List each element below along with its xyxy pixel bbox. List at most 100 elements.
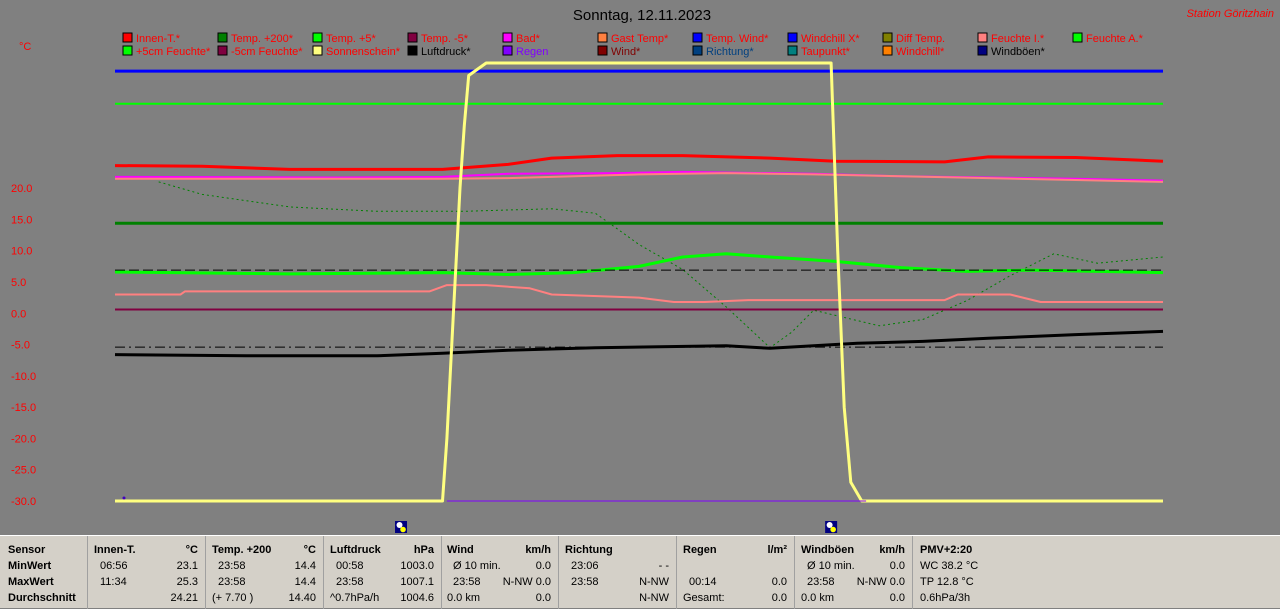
max-time: 23:58 bbox=[218, 576, 246, 588]
legend-swatch bbox=[502, 45, 513, 56]
sun-icon-glow bbox=[830, 526, 836, 533]
legend-swatch bbox=[787, 45, 798, 56]
min-value: 1003.0 bbox=[400, 560, 434, 572]
max-value: 1007.1 bbox=[400, 576, 434, 588]
column-header: Wind bbox=[447, 544, 474, 556]
legend-label: Feuchte I.* bbox=[991, 33, 1045, 45]
legend-item: Feuchte A.* bbox=[1072, 32, 1144, 45]
min-time: 00:58 bbox=[336, 560, 364, 572]
legend-label: Richtung* bbox=[706, 46, 754, 58]
column-unit: hPa bbox=[413, 544, 434, 556]
y-tick-label: 0.0 bbox=[11, 308, 26, 320]
legend-label: Taupunkt* bbox=[801, 46, 851, 58]
row-label: MinWert bbox=[8, 560, 52, 572]
legend-item: Windchill* bbox=[882, 45, 945, 58]
stats-panel: Sensor MinWert MaxWert Durchschnitt Innen-T.… bbox=[0, 535, 1280, 609]
legend-swatch bbox=[1072, 32, 1083, 43]
data-point bbox=[122, 496, 126, 500]
column-unit: l/m² bbox=[767, 544, 787, 556]
min-time: 23:06 bbox=[571, 560, 599, 572]
row-label: MaxWert bbox=[8, 576, 54, 588]
y-unit-label: °C bbox=[19, 41, 31, 53]
sun-icon-disc bbox=[826, 522, 833, 528]
legend-swatch bbox=[217, 45, 228, 56]
legend-item: Regen bbox=[502, 45, 548, 58]
legend-label: Gast Temp* bbox=[611, 33, 669, 45]
legend-label: Regen bbox=[516, 46, 548, 58]
series-line bbox=[158, 181, 1164, 349]
pmv-line: TP 12.8 °C bbox=[920, 576, 974, 588]
avg-extra: ^0.7hPa/h bbox=[330, 592, 380, 604]
legend-item: -5cm Feuchte* bbox=[217, 45, 303, 58]
legend-item: Diff Temp. bbox=[882, 32, 945, 45]
legend-swatch bbox=[882, 45, 893, 56]
series-line bbox=[115, 284, 1163, 303]
max-time: 11:34 bbox=[100, 576, 127, 588]
min-value: 0.0 bbox=[889, 560, 905, 572]
legend-item: +5cm Feuchte* bbox=[122, 45, 211, 58]
column-header: Richtung bbox=[565, 544, 613, 556]
legend-label: Windböen* bbox=[991, 46, 1046, 58]
min-value: 23.1 bbox=[176, 560, 198, 572]
avg-extra: 0.0 km bbox=[801, 592, 835, 604]
avg-value: 0.0 bbox=[889, 592, 905, 604]
legend-label: Innen-T.* bbox=[136, 33, 181, 45]
legend-item: Feuchte I.* bbox=[977, 32, 1045, 45]
y-tick-label: 20.0 bbox=[11, 183, 32, 195]
y-tick-label: -25.0 bbox=[11, 465, 36, 477]
stats-column: Luftdruck hPa 00:58 1003.0 23:58 1007.1 ^0.7hP… bbox=[324, 536, 442, 609]
legend-swatch bbox=[692, 45, 703, 56]
y-tick-label: -30.0 bbox=[11, 496, 36, 508]
legend-item: Taupunkt* bbox=[787, 45, 851, 58]
stats-column: Regen l/m² 00:14 0.0 Gesamt: 0.0 bbox=[677, 536, 795, 609]
station-label: Station Göritzhain bbox=[1187, 8, 1274, 20]
legend-label: Temp. Wind* bbox=[706, 33, 769, 45]
chart-title: Sonntag, 12.11.2023 bbox=[573, 7, 711, 24]
series-layer bbox=[114, 61, 1164, 503]
legend-item: Temp. +200* bbox=[217, 32, 294, 45]
series-line bbox=[115, 61, 1163, 503]
y-tick-label: -10.0 bbox=[11, 371, 36, 383]
legend-label: Bad* bbox=[516, 33, 541, 45]
sun-markers bbox=[395, 521, 838, 533]
column-header: Windböen bbox=[801, 544, 855, 556]
legend-label: Temp. -5* bbox=[421, 33, 469, 45]
legend-swatch bbox=[312, 32, 323, 43]
legend-swatch bbox=[312, 45, 323, 56]
legend-label: Temp. +200* bbox=[231, 33, 294, 45]
legend-item: Gast Temp* bbox=[597, 32, 669, 45]
legend-label: Feuchte A.* bbox=[1086, 33, 1144, 45]
avg-value: 0.0 bbox=[535, 592, 551, 604]
column-unit: °C bbox=[185, 544, 198, 556]
y-axis: 20.0 15.0 10.0 5.0 0.0 -5.0 -10.0 -15.0 -20.0 -25… bbox=[11, 183, 36, 508]
column-unit: °C bbox=[303, 544, 316, 556]
series-line bbox=[114, 252, 1164, 276]
y-tick-label: 5.0 bbox=[11, 277, 26, 289]
avg-value: 14.40 bbox=[288, 592, 316, 604]
min-value: 0.0 bbox=[535, 560, 551, 572]
legend-label: -5cm Feuchte* bbox=[231, 46, 303, 58]
y-tick-label: 15.0 bbox=[11, 214, 32, 226]
legend-item: Richtung* bbox=[692, 45, 754, 58]
series-line bbox=[115, 172, 1164, 183]
y-tick-label: -20.0 bbox=[11, 433, 36, 445]
sunrise-icon bbox=[395, 521, 408, 533]
stats-column: Richtung 23:06 - - 23:58 N-NW N-NW bbox=[559, 536, 677, 609]
legend-swatch bbox=[692, 32, 703, 43]
row-labels: Sensor MinWert MaxWert Durchschnitt bbox=[0, 536, 88, 609]
legend-swatch bbox=[502, 32, 513, 43]
max-value: 14.4 bbox=[294, 576, 316, 588]
row-label: Sensor bbox=[8, 544, 46, 556]
pmv-line: 0.6hPa/3h bbox=[920, 592, 971, 604]
max-time: 00:14 bbox=[689, 576, 717, 588]
pmv-title: PMV+2:20 bbox=[920, 544, 973, 556]
column-header: Innen-T. bbox=[94, 544, 136, 556]
min-time: 23:58 bbox=[218, 560, 246, 572]
y-tick-label: -15.0 bbox=[11, 402, 36, 414]
legend-item: Wind* bbox=[597, 45, 641, 58]
legend-swatch bbox=[597, 45, 608, 56]
legend-label: Temp. +5* bbox=[326, 33, 377, 45]
legend-label: Wind* bbox=[611, 46, 641, 58]
stats-column: Wind km/h Ø 10 min. 0.0 23:58 N-NW 0.0 0.0 km 0… bbox=[441, 536, 559, 609]
legend-item: Temp. -5* bbox=[407, 32, 469, 45]
